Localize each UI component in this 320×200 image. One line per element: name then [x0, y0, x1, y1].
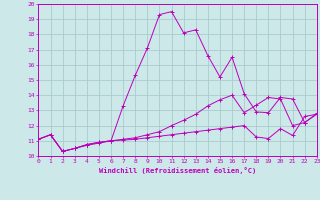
X-axis label: Windchill (Refroidissement éolien,°C): Windchill (Refroidissement éolien,°C) [99, 167, 256, 174]
